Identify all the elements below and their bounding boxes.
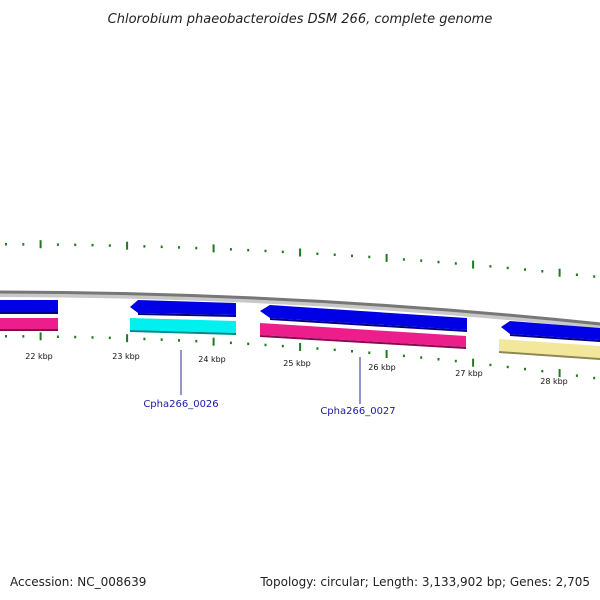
cds-blue-2[interactable] xyxy=(130,300,236,315)
tick-label-22kbp: 22 kbp xyxy=(25,352,53,361)
feature-magenta-2-shadow xyxy=(260,335,466,349)
feature-track xyxy=(0,300,600,360)
cds-blue-3-shadow xyxy=(270,318,467,332)
outer-tick-marks xyxy=(5,240,596,278)
map-title: Chlorobium phaeobacteroides DSM 266, com… xyxy=(108,12,493,27)
tick-labels: 22 kbp 23 kbp 24 kbp 25 kbp 26 kbp 27 kb… xyxy=(25,352,568,386)
cds-blue-1-shadow xyxy=(0,312,58,314)
tick-label-25kbp: 25 kbp xyxy=(283,359,311,368)
gene-label-cpha266-0027[interactable]: Cpha266_0027 xyxy=(320,406,395,417)
tick-label-23kbp: 23 kbp xyxy=(112,352,140,361)
feature-magenta-1-shadow xyxy=(0,329,58,331)
tick-label-27kbp: 27 kbp xyxy=(455,369,483,378)
feature-khaki-1-shadow xyxy=(499,351,600,360)
feature-cyan-1-shadow xyxy=(130,330,236,335)
gene-label-cpha266-0026[interactable]: Cpha266_0026 xyxy=(143,399,218,410)
genome-summary-text: Topology: circular; Length: 3,133,902 bp… xyxy=(259,575,590,589)
tick-label-24kbp: 24 kbp xyxy=(198,355,226,364)
genome-backbone xyxy=(0,290,600,326)
backbone-shadow xyxy=(0,291,600,329)
feature-cyan-1[interactable] xyxy=(130,318,236,333)
feature-magenta-1[interactable] xyxy=(0,318,58,329)
cds-blue-1[interactable] xyxy=(0,300,58,312)
inner-tick-marks xyxy=(5,332,596,380)
cds-blue-4-shadow xyxy=(510,334,600,342)
feature-magenta-2[interactable] xyxy=(260,323,466,347)
cds-blue-2-shadow xyxy=(138,313,236,317)
feature-khaki-1[interactable] xyxy=(499,339,600,358)
cds-blue-3[interactable] xyxy=(260,305,467,330)
accession-text: Accession: NC_008639 xyxy=(10,575,146,589)
tick-label-26kbp: 26 kbp xyxy=(368,363,396,372)
tick-label-28kbp: 28 kbp xyxy=(540,377,568,386)
cds-blue-4[interactable] xyxy=(501,321,600,340)
